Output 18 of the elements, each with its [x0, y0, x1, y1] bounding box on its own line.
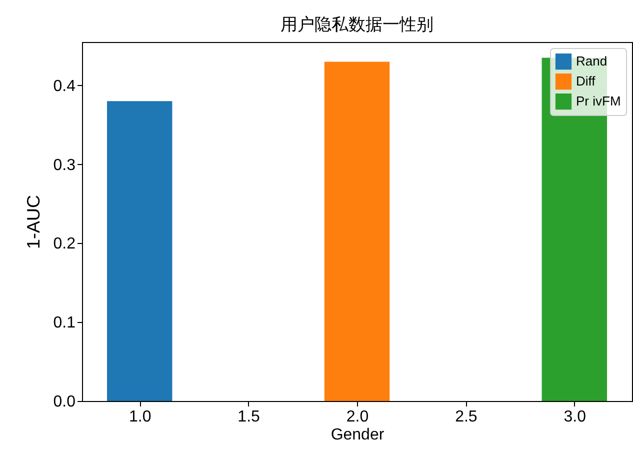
x-tick-label: 1.5 [238, 408, 260, 426]
chart-title: 用户隐私数据一性别 [280, 15, 434, 34]
y-tick-label: 0.3 [53, 156, 76, 174]
y-tick-label: 0.1 [53, 314, 76, 332]
x-tick-label: 2.0 [346, 408, 369, 426]
legend-label: Rand [576, 54, 608, 68]
y-tick-label: 0.2 [53, 236, 76, 253]
x-axis-title: Gender [330, 426, 385, 444]
x-tick-label: 3.0 [564, 408, 586, 426]
bar [107, 101, 172, 401]
legend-label: Diff [576, 74, 596, 88]
y-axis-title: 1-AUC [23, 194, 44, 250]
x-tick-label: 2.5 [455, 408, 478, 426]
y-tick-label: 0.4 [53, 78, 76, 95]
y-tick-label: 0.0 [53, 394, 76, 410]
bar [324, 62, 390, 401]
legend-label: Pr ivFM [576, 94, 621, 108]
x-tick-label: 1.0 [128, 408, 152, 426]
